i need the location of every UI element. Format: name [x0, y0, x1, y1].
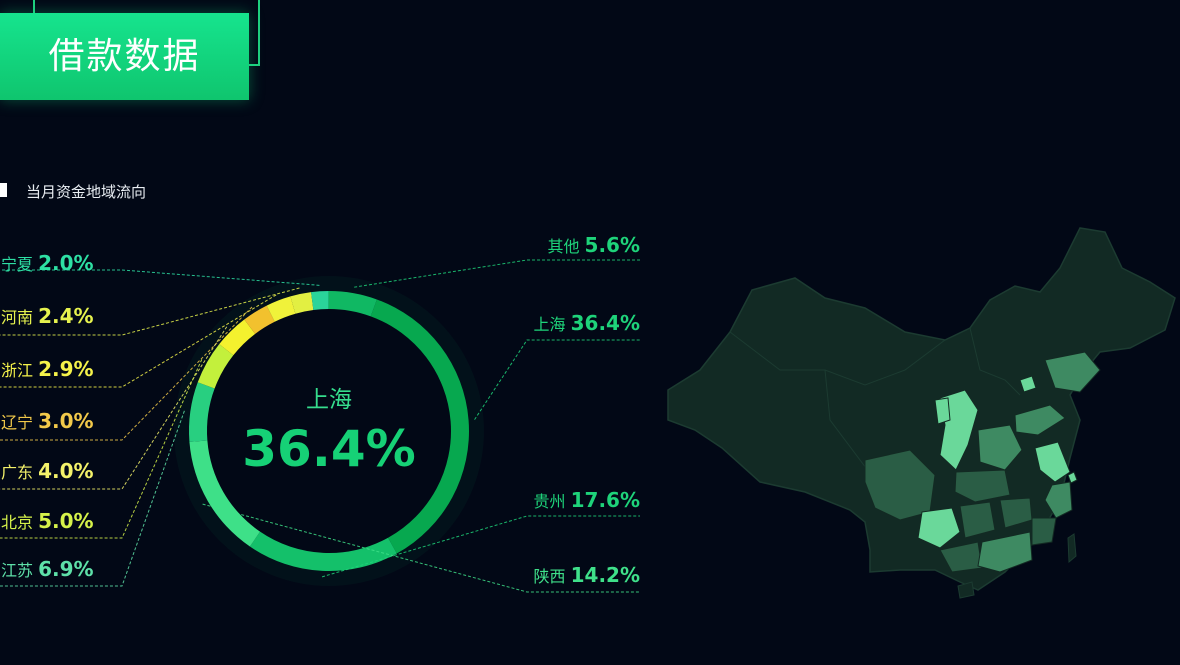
- callout-label-浙江: 浙江 2.9%: [1, 357, 94, 381]
- donut-glow: [174, 276, 484, 586]
- page-title-banner: 借款数据: [0, 13, 249, 100]
- donut-slice-宁夏: [311, 291, 329, 311]
- callout-line-陕西: [202, 503, 640, 593]
- callout-label-北京: 北京 5.0%: [1, 509, 94, 533]
- china-map-svg: [667, 227, 1176, 599]
- map-region-ningxia: [934, 397, 951, 425]
- callout-line-江苏: [0, 410, 185, 587]
- map-region-fujian: [1031, 517, 1057, 546]
- callout-line-上海: [474, 339, 640, 420]
- section-title: 当月资金地域流向: [26, 183, 147, 201]
- map-region-guangdong: [977, 531, 1033, 573]
- map-inner-border: [729, 331, 946, 386]
- donut-slice-贵州: [249, 531, 397, 572]
- map-region-guangxi: [939, 541, 983, 573]
- callout-label-其他: 其他 5.6%: [547, 233, 640, 257]
- map-region-sichuan: [864, 449, 936, 521]
- map-region-hainan: [957, 581, 975, 599]
- donut-slice-河南: [290, 292, 314, 314]
- china-map: [660, 220, 1180, 610]
- map-region-jiangxi: [999, 497, 1033, 529]
- callout-label-陕西: 陕西 14.2%: [534, 563, 640, 587]
- map-region-jiangsu: [1034, 441, 1071, 483]
- donut-slice-上海: [370, 299, 470, 554]
- callout-line-其他: [354, 259, 640, 288]
- center-percent-label: 36.4%: [242, 420, 415, 478]
- donut-slice-其他: [328, 291, 377, 317]
- callout-label-上海: 上海 36.4%: [534, 311, 640, 335]
- callout-label-宁夏: 宁夏 2.0%: [1, 251, 94, 275]
- center-region-label: 上海: [306, 387, 352, 413]
- donut-chart: 上海 36.4% 宁夏 2.0% 河南 2.4% 浙江 2.9% 辽宁 3.0% 广东 4.…: [0, 233, 640, 593]
- callout-label-贵州: 贵州 17.6%: [534, 488, 640, 512]
- donut-slice-辽宁: [244, 305, 275, 334]
- map-region-hunan: [959, 501, 996, 539]
- callout-label-辽宁: 辽宁 3.0%: [1, 409, 94, 433]
- donut-slice-广东: [219, 319, 256, 356]
- donut-slice-北京: [197, 344, 234, 389]
- callout-label-江苏: 江苏 6.9%: [1, 557, 94, 581]
- callout-line-宁夏: [0, 269, 320, 286]
- callout-line-河南: [0, 287, 300, 336]
- map-region-taiwan: [1067, 533, 1077, 564]
- map-region-liaoning: [1044, 351, 1101, 393]
- map-region-shandong: [1014, 404, 1066, 436]
- map-region-beijing: [1019, 375, 1037, 393]
- callout-line-北京: [0, 359, 203, 539]
- callout-line-贵州: [321, 515, 640, 578]
- map-region-hubei: [954, 469, 1011, 503]
- donut-slice-浙江: [266, 296, 296, 322]
- map-region-shanghai: [1067, 471, 1078, 484]
- page-title: 借款数据: [48, 36, 201, 77]
- map-region-henan: [977, 424, 1023, 471]
- callout-label-河南: 河南 2.4%: [1, 304, 94, 328]
- donut-slice-陕西: [189, 440, 261, 547]
- map-region-zhejiang: [1044, 481, 1073, 519]
- map-inner-border: [969, 327, 1021, 396]
- callout-label-广东: 广东 4.0%: [1, 459, 94, 483]
- map-region-guizhou: [917, 507, 961, 549]
- donut-slice-江苏: [189, 382, 215, 442]
- callout-line-辽宁: [0, 306, 253, 441]
- section-marker: [0, 183, 7, 197]
- callout-line-浙江: [0, 294, 277, 388]
